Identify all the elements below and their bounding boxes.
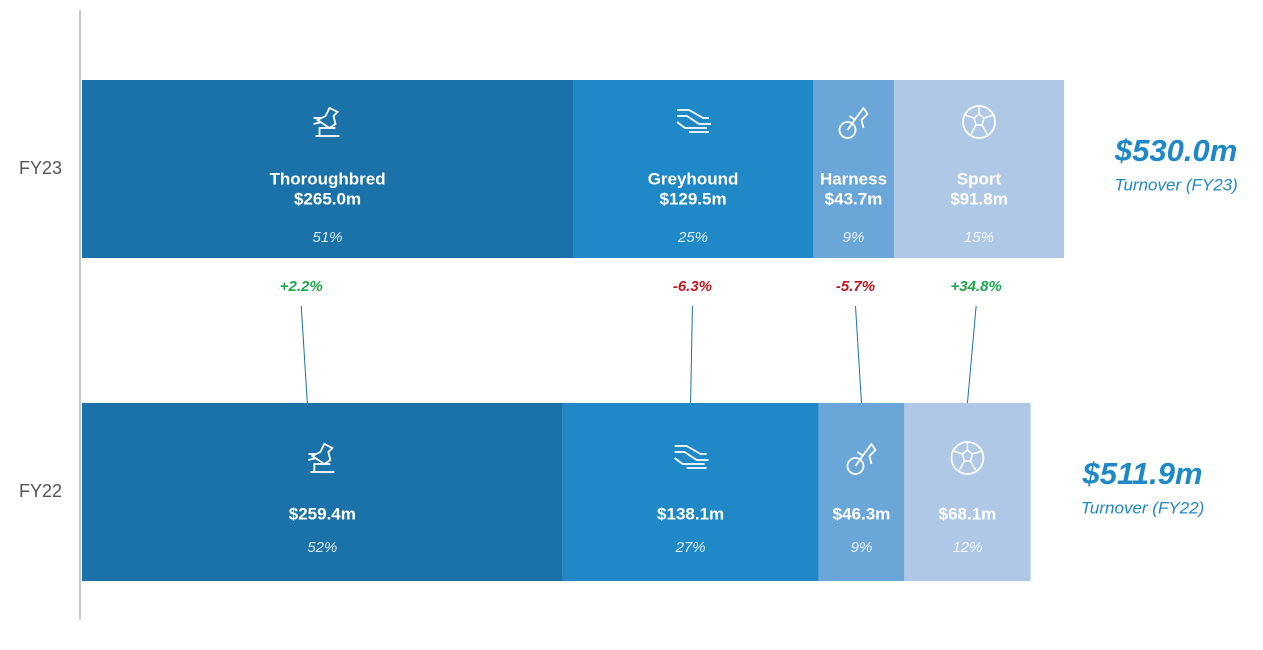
- bar-segment: [82, 80, 574, 258]
- segment-share: 51%: [313, 229, 343, 246]
- icon-stroke: [676, 109, 712, 133]
- total-value: $530.0m: [1114, 133, 1237, 168]
- icon-stroke: [313, 106, 340, 137]
- change-label: +34.8%: [950, 278, 1001, 295]
- connector: [854, 305, 862, 404]
- icon-stroke: [674, 445, 709, 469]
- segment-name: Harness: [820, 169, 887, 188]
- bar-segment: [562, 403, 819, 581]
- icon-stroke: [953, 442, 982, 471]
- segment-share: 9%: [843, 229, 865, 246]
- connector: [300, 305, 308, 404]
- segment-icon: [950, 441, 985, 475]
- segment-share: 25%: [677, 229, 708, 246]
- total-caption: Turnover (FY22): [1081, 498, 1204, 517]
- segment-name: Sport: [957, 169, 1002, 188]
- icon-stroke: [846, 106, 869, 131]
- segment-name: Thoroughbred: [269, 169, 385, 188]
- change-label: +2.2%: [280, 278, 323, 295]
- category-label: FY23: [19, 158, 62, 178]
- segment-value: $46.3m: [833, 504, 891, 523]
- icon-stroke: [846, 457, 865, 475]
- segment-value: $91.8m: [950, 189, 1008, 208]
- segment-icon: [674, 445, 709, 469]
- bar-segment: [818, 403, 905, 581]
- connector: [690, 305, 693, 404]
- segment-share: 15%: [964, 229, 994, 246]
- segment-icon: [846, 442, 877, 475]
- segment-value: $138.1m: [657, 504, 724, 523]
- total-value: $511.9m: [1082, 456, 1203, 491]
- segment-share: 9%: [851, 539, 873, 556]
- bar-segment: [82, 403, 563, 581]
- bar-segment: [904, 403, 1031, 581]
- change-label: -6.3%: [673, 278, 712, 295]
- icon-stroke: [854, 442, 877, 467]
- segment-value: $259.4m: [289, 504, 356, 523]
- segment-icon: [313, 106, 340, 137]
- segment-value: $129.5m: [659, 189, 726, 208]
- segment-value: $68.1m: [939, 504, 997, 523]
- icon-stroke: [308, 442, 335, 473]
- total-caption: Turnover (FY23): [1114, 175, 1237, 194]
- segment-value: $43.7m: [825, 189, 883, 208]
- icon-stroke: [964, 106, 994, 135]
- segment-share: 52%: [307, 539, 337, 556]
- bar-segment: [573, 80, 814, 258]
- segment-name: Greyhound: [648, 169, 739, 188]
- connector: [966, 305, 977, 404]
- icon-stroke: [838, 121, 857, 139]
- segment-share: 12%: [952, 539, 982, 556]
- segment-value: $265.0m: [294, 189, 361, 208]
- segment-icon: [308, 442, 335, 473]
- bar-segment: [813, 80, 894, 258]
- category-label: FY22: [19, 481, 62, 501]
- segment-icon: [838, 106, 869, 139]
- change-label: -5.7%: [836, 278, 875, 295]
- segment-share: 27%: [675, 539, 706, 556]
- segment-icon: [962, 105, 996, 139]
- segment-icon: [676, 109, 712, 133]
